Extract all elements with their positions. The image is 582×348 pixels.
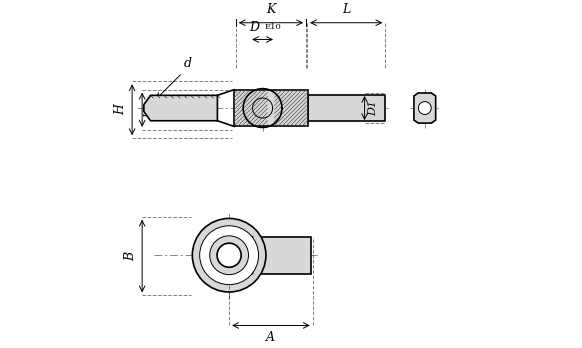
Circle shape <box>217 243 241 267</box>
Text: H: H <box>114 104 127 115</box>
FancyBboxPatch shape <box>234 90 308 126</box>
Text: E10: E10 <box>264 23 281 31</box>
Circle shape <box>210 236 249 275</box>
Text: D1: D1 <box>368 100 379 116</box>
FancyBboxPatch shape <box>308 95 385 121</box>
Circle shape <box>200 226 258 285</box>
Text: d: d <box>184 57 192 70</box>
Text: K: K <box>266 3 276 16</box>
Polygon shape <box>229 231 253 279</box>
Text: D: D <box>249 21 259 34</box>
Circle shape <box>418 102 431 114</box>
Text: H1: H1 <box>144 102 153 118</box>
Polygon shape <box>144 95 218 121</box>
Text: L: L <box>342 3 350 16</box>
Circle shape <box>192 219 266 292</box>
Polygon shape <box>253 237 311 274</box>
Text: A: A <box>267 332 275 345</box>
Polygon shape <box>414 93 436 123</box>
Text: B: B <box>124 252 137 261</box>
